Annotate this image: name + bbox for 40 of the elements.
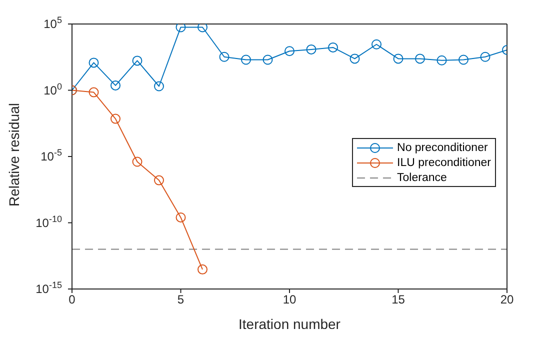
point bbox=[436, 55, 447, 66]
point bbox=[132, 56, 142, 66]
x-tick-label: 5 bbox=[177, 292, 184, 307]
point bbox=[88, 58, 99, 68]
point bbox=[393, 54, 404, 64]
x-tick-label: 0 bbox=[68, 292, 76, 307]
point bbox=[176, 24, 186, 32]
point bbox=[154, 81, 164, 92]
point bbox=[241, 54, 251, 65]
point bbox=[198, 24, 208, 32]
point bbox=[110, 114, 120, 124]
point bbox=[458, 54, 468, 65]
point bbox=[480, 52, 490, 62]
point bbox=[415, 54, 425, 64]
legend-label: Tolerance bbox=[397, 172, 447, 184]
legend-label: No preconditioner bbox=[397, 142, 488, 154]
y-tick-label: 10$^{-15}$ bbox=[36, 280, 62, 296]
point bbox=[198, 264, 208, 274]
point bbox=[262, 54, 273, 65]
y-tick-label: 10$^{0}$ bbox=[44, 81, 62, 98]
x-axis-title: Iteration number bbox=[238, 316, 341, 332]
point bbox=[350, 54, 360, 64]
x-tick-label: 15 bbox=[392, 292, 406, 307]
point bbox=[132, 156, 142, 167]
y-tick-label: 10$^{5}$ bbox=[44, 15, 62, 31]
y-axis-title: Relative residual bbox=[6, 103, 22, 206]
point bbox=[88, 87, 99, 98]
point bbox=[219, 52, 230, 62]
point bbox=[176, 212, 186, 222]
x-tick-label: 10 bbox=[282, 292, 296, 307]
point bbox=[328, 42, 338, 52]
legend-label: ILU preconditioner bbox=[397, 156, 491, 168]
point bbox=[284, 46, 294, 56]
point bbox=[110, 80, 120, 90]
y-tick-label: 10$^{-10}$ bbox=[36, 214, 62, 230]
point bbox=[154, 175, 164, 186]
point bbox=[306, 44, 316, 54]
y-tick-label: 10$^{-5}$ bbox=[40, 148, 62, 164]
point bbox=[372, 39, 382, 50]
x-tick-label: 20 bbox=[500, 292, 514, 307]
